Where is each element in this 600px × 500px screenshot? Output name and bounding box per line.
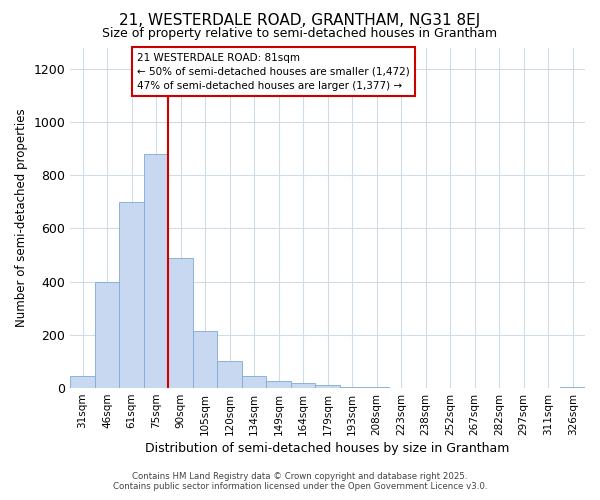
X-axis label: Distribution of semi-detached houses by size in Grantham: Distribution of semi-detached houses by … bbox=[145, 442, 510, 455]
Text: Size of property relative to semi-detached houses in Grantham: Size of property relative to semi-detach… bbox=[103, 28, 497, 40]
Bar bbox=[340, 386, 364, 388]
Bar bbox=[316, 386, 340, 388]
Bar bbox=[95, 282, 119, 388]
Text: 21 WESTERDALE ROAD: 81sqm
← 50% of semi-detached houses are smaller (1,472)
47% : 21 WESTERDALE ROAD: 81sqm ← 50% of semi-… bbox=[137, 52, 410, 90]
Bar bbox=[144, 154, 169, 388]
Bar bbox=[217, 362, 242, 388]
Bar bbox=[70, 376, 95, 388]
Bar bbox=[560, 386, 585, 388]
Bar bbox=[242, 376, 266, 388]
Bar bbox=[266, 382, 291, 388]
Bar bbox=[119, 202, 144, 388]
Bar bbox=[169, 258, 193, 388]
Bar bbox=[291, 382, 316, 388]
Text: Contains HM Land Registry data © Crown copyright and database right 2025.
Contai: Contains HM Land Registry data © Crown c… bbox=[113, 472, 487, 491]
Text: 21, WESTERDALE ROAD, GRANTHAM, NG31 8EJ: 21, WESTERDALE ROAD, GRANTHAM, NG31 8EJ bbox=[119, 12, 481, 28]
Bar bbox=[193, 331, 217, 388]
Y-axis label: Number of semi-detached properties: Number of semi-detached properties bbox=[15, 108, 28, 327]
